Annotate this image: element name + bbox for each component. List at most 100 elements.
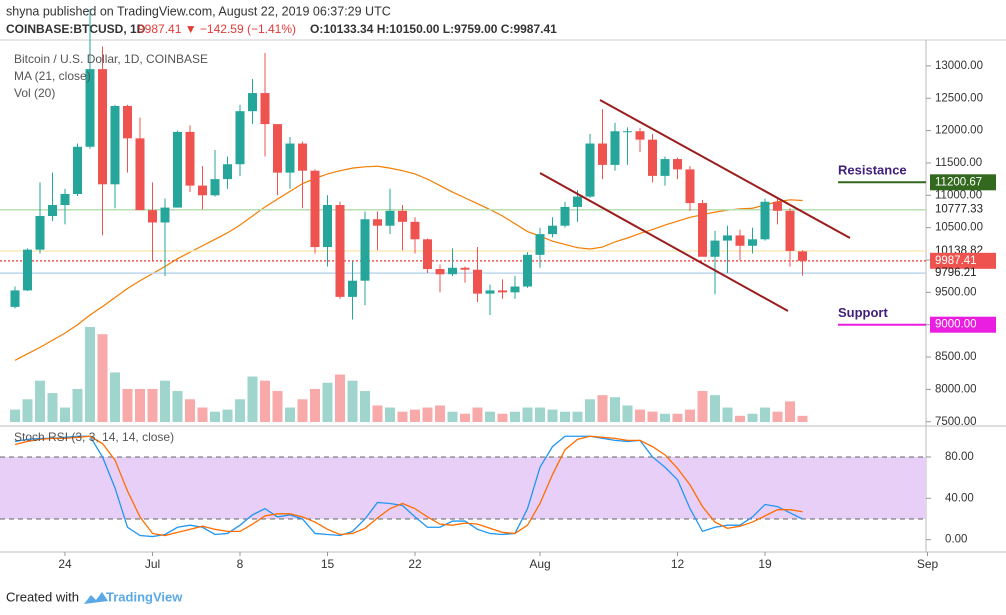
candle-body	[435, 269, 445, 275]
candle-body	[210, 179, 220, 196]
candle-body	[335, 205, 345, 297]
candle-body	[523, 254, 532, 287]
y-tick-label: 11500.00	[935, 157, 982, 169]
candle-body	[110, 106, 120, 185]
volume-bar	[447, 411, 458, 422]
y-tick-label: 80.00	[945, 451, 974, 463]
candle-body	[760, 201, 770, 240]
x-tick-label: 12	[671, 557, 685, 571]
candle-body	[798, 251, 807, 261]
volume-bar	[497, 413, 508, 422]
volume-bar	[585, 399, 595, 422]
volume-bar	[597, 395, 608, 422]
volume-bar	[385, 407, 395, 422]
candle-body	[73, 146, 82, 194]
volume-bar	[272, 391, 283, 422]
y-tick-label: 13000.00	[935, 60, 983, 72]
volume-bar	[110, 372, 120, 422]
ohlc: O:10133.34 H:10150.00 L:9759.00 C:9987.4…	[310, 22, 557, 36]
volume-bar	[747, 413, 758, 422]
candle-body	[285, 143, 295, 173]
volume-bar	[785, 401, 795, 422]
candle-body	[535, 234, 545, 255]
x-tick-label: 24	[58, 557, 72, 571]
stoch-title: Stoch RSI (3, 3, 14, 14, close)	[14, 430, 174, 444]
volume-bar	[372, 405, 383, 422]
candle-body	[610, 131, 620, 165]
ma-line	[14, 165, 803, 361]
candle-body	[98, 69, 107, 185]
volume-bar	[560, 411, 570, 422]
volume-bar	[547, 409, 558, 422]
candle-body	[273, 124, 282, 173]
volume-bar	[435, 405, 445, 422]
channel-lower	[539, 172, 789, 312]
plot: 7500.008000.008500.009000.009500.0010000…	[0, 8, 996, 571]
level-annotation: Resistance	[838, 163, 907, 178]
candle-body	[185, 131, 195, 186]
volume-bar	[535, 407, 545, 422]
volume-bar	[485, 411, 495, 422]
y-tick-label: 12500.00	[935, 92, 983, 104]
volume-bar	[522, 407, 533, 422]
volume-bar	[722, 407, 733, 422]
volume-bar	[97, 334, 108, 422]
candle-body	[548, 225, 557, 235]
x-tick-label: Aug	[529, 557, 550, 571]
tv-logo	[84, 592, 108, 604]
level-annotation: Support	[838, 305, 888, 320]
candle-body	[498, 290, 507, 293]
level-label: 9796.21	[935, 267, 977, 279]
volume-bar	[310, 388, 320, 422]
publish-line: shyna published on TradingView.com, Augu…	[6, 4, 391, 18]
candle-body	[160, 207, 170, 223]
candle-body	[710, 240, 720, 257]
level-box	[930, 316, 996, 333]
candle-body	[635, 131, 645, 140]
x-tick-label: 8	[237, 557, 244, 571]
x-tick-label: Jul	[145, 557, 160, 571]
volume-bar	[185, 399, 195, 422]
candle-body	[598, 143, 607, 165]
volume-bar	[197, 407, 208, 422]
level-label: 9987.41	[935, 255, 977, 267]
volume-bar	[160, 380, 170, 422]
candle-body	[448, 267, 457, 275]
candle-body	[310, 170, 320, 248]
level-label: 10138.82	[935, 245, 983, 257]
x-tick-label: 19	[758, 557, 772, 571]
candle-body	[148, 210, 157, 223]
candle-body	[135, 138, 145, 211]
volume-legend: Vol (20)	[14, 86, 55, 100]
volume-bar	[322, 382, 333, 422]
x-tick-label: Sep	[917, 557, 939, 571]
volume-bar	[297, 399, 308, 422]
volume-bar	[660, 413, 670, 422]
candle-body	[735, 235, 745, 246]
candle-body	[398, 210, 407, 222]
candle-body	[123, 106, 132, 139]
volume-bar	[72, 388, 83, 422]
candle-body	[748, 239, 757, 246]
y-tick-label: 12000.00	[935, 125, 983, 137]
candle-body	[423, 239, 432, 270]
candle-body	[510, 286, 520, 293]
volume-bar	[210, 411, 220, 422]
candle-body	[723, 235, 732, 241]
volume-bar	[572, 411, 583, 422]
stoch-line	[14, 435, 803, 538]
candle-body	[485, 290, 495, 294]
volume-bar	[760, 407, 770, 422]
volume-bar	[622, 405, 633, 422]
y-tick-label: 9500.00	[935, 286, 977, 298]
pane-title: Bitcoin / U.S. Dollar, 1D, COINBASE	[14, 52, 208, 66]
level-box	[930, 252, 996, 269]
candle-body	[585, 143, 595, 197]
volume-bar	[472, 407, 483, 422]
volume-bar	[172, 391, 183, 422]
volume-bar	[397, 411, 408, 422]
stoch-band	[0, 456, 926, 519]
candle-body	[235, 111, 245, 165]
candle-body	[385, 210, 395, 226]
